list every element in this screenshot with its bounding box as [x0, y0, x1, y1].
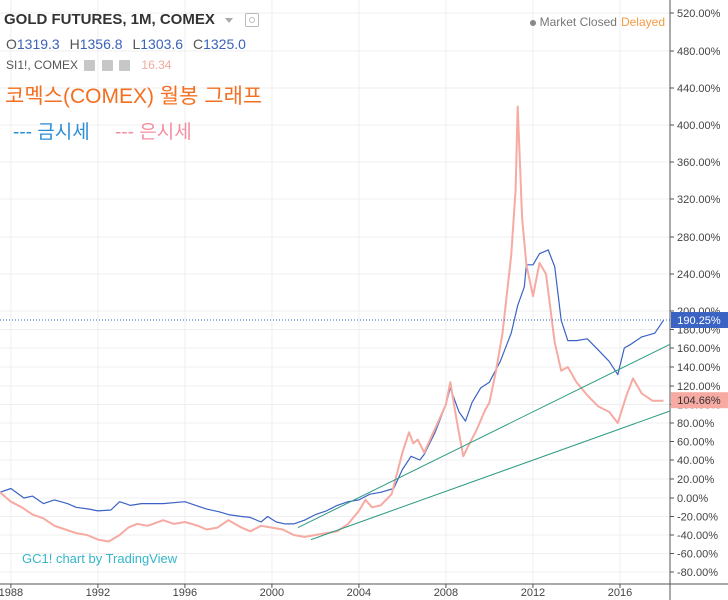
tradingview-watermark[interactable]: GC1! chart by TradingView: [22, 551, 178, 566]
y-tick-label: 240.00%: [677, 269, 721, 281]
status-dot-icon: [529, 19, 536, 26]
y-tick-label: 140.00%: [677, 362, 721, 374]
trend-line: [310, 410, 671, 541]
x-tick-label: 2000: [260, 587, 284, 599]
y-tick-label: 40.00%: [677, 455, 715, 467]
y-tick-label: 440.00%: [677, 83, 721, 95]
ohlc-open-key: O: [6, 36, 17, 52]
x-tick-label: 2016: [608, 587, 632, 599]
ohlc-close-key: C: [192, 36, 204, 52]
ohlc-open: 1319.3: [16, 36, 60, 52]
y-tick-label: -20.00%: [677, 512, 718, 524]
y-tick-label: 320.00%: [677, 194, 721, 206]
y-tick-label: 120.00%: [677, 381, 721, 393]
ohlc-low: 1303.6: [140, 36, 184, 52]
gear-icon[interactable]: [101, 60, 113, 72]
x-tick-label: 2012: [521, 587, 545, 599]
eye-icon[interactable]: [245, 13, 260, 28]
ohlc-high-key: H: [69, 36, 80, 52]
y-tick-label: 520.00%: [677, 8, 721, 20]
secondary-symbol-name[interactable]: SI1!, COMEX: [6, 58, 79, 72]
legend-silver: --- 은시세: [114, 122, 192, 143]
y-tick-label: -60.00%: [677, 549, 718, 561]
series-line-gold: [0, 249, 664, 525]
secondary-symbol-row: SI1!, COMEX 16.34: [6, 58, 171, 72]
y-tick-label: 0.00%: [677, 493, 708, 505]
y-tick-label: 400.00%: [677, 120, 721, 132]
annotation-title: 코멕스(COMEX) 월봉 그래프: [5, 85, 263, 108]
y-tick-label: 280.00%: [677, 232, 721, 244]
price-label-silver: 104.66%: [677, 395, 721, 407]
annotation-legend: --- 금시세 --- 은시세: [13, 117, 192, 144]
ohlc-close: 1325.0: [203, 36, 246, 52]
eye-toggle-icon[interactable]: [84, 60, 96, 72]
series-line-silver: [0, 105, 664, 543]
market-status: Market Closed Delayed: [529, 15, 665, 29]
y-tick-label: 60.00%: [677, 437, 715, 449]
price-label-bg-gold: [671, 312, 728, 329]
x-tick-label: 1996: [173, 587, 197, 599]
close-icon[interactable]: [119, 60, 131, 72]
x-tick-label: 1988: [0, 587, 23, 599]
ohlc-low-key: L: [132, 36, 141, 52]
ohlc-high: 1356.8: [79, 36, 123, 52]
y-tick-label: -80.00%: [677, 567, 718, 579]
y-tick-label: 360.00%: [677, 157, 721, 169]
trend-line: [297, 343, 671, 529]
y-tick-label: 80.00%: [677, 418, 715, 430]
delayed-label: Delayed: [620, 15, 665, 29]
x-tick-label: 2008: [434, 587, 458, 599]
secondary-value: 16.34: [141, 58, 172, 72]
x-tick-label: 2004: [347, 587, 371, 599]
y-tick-label: 160.00%: [677, 343, 721, 355]
price-label-gold: 190.25%: [677, 315, 721, 327]
dropdown-caret-icon[interactable]: [225, 17, 234, 23]
market-closed-label: Market Closed: [539, 15, 617, 29]
y-tick-label: 480.00%: [677, 46, 721, 58]
price-label-bg-silver: [671, 392, 728, 409]
y-tick-label: -40.00%: [677, 530, 718, 542]
ohlc-readout: O1319.3 H1356.8 L1303.6 C1325.0: [6, 36, 252, 52]
legend-gold: --- 금시세: [13, 122, 90, 143]
x-tick-label: 1992: [86, 587, 110, 599]
symbol-title-text: GOLD FUTURES, 1M, COMEX: [4, 11, 215, 28]
symbol-title[interactable]: GOLD FUTURES, 1M, COMEX: [4, 11, 260, 28]
y-tick-label: 20.00%: [677, 474, 715, 486]
